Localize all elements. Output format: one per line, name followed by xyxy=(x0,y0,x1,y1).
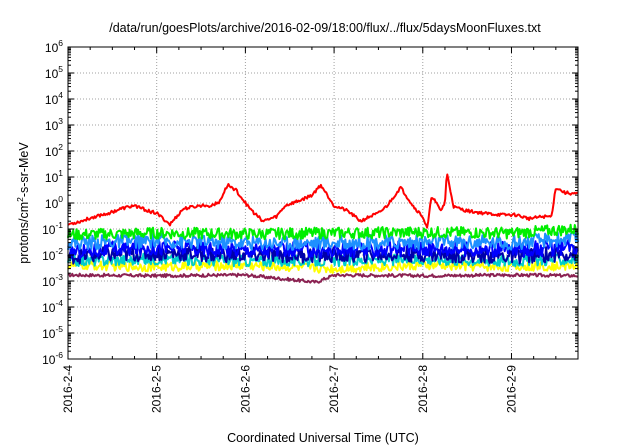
y-tick-label: 106 xyxy=(45,38,63,55)
y-tick-label: 10-6 xyxy=(42,350,63,367)
y-tick-label: 10-5 xyxy=(42,324,63,341)
y-tick-label: 10-2 xyxy=(42,246,63,263)
x-tick-label: 2016-2-9 xyxy=(504,365,518,413)
x-axis-label: Coordinated Universal Time (UTC) xyxy=(227,431,419,445)
y-tick-label: 101 xyxy=(45,168,63,185)
grid xyxy=(68,47,578,359)
y-tick-label: 105 xyxy=(45,64,63,81)
y-tick-label: 10-3 xyxy=(42,272,63,289)
y-axis-label: protons/cm2-s-sr-MeV xyxy=(15,142,31,264)
y-tick-label: 104 xyxy=(45,90,63,107)
x-tick-label: 2016-2-8 xyxy=(416,365,430,413)
x-tick-label: 2016-2-4 xyxy=(61,365,75,413)
series-line-purple xyxy=(67,272,579,284)
x-tick-label: 2016-2-5 xyxy=(150,365,164,413)
axes: 106 105 104 103 102 101 100 10-1 10-2 10-3 10-4 10-… xyxy=(42,38,578,413)
y-tick-label: 10-4 xyxy=(42,298,63,315)
series-layer xyxy=(67,173,579,284)
y-tick-label: 100 xyxy=(45,194,63,211)
series-line-red xyxy=(67,173,579,229)
series-line-green xyxy=(67,223,579,241)
x-tick-label: 2016-2-6 xyxy=(238,365,252,413)
y-tick-label: 103 xyxy=(45,116,63,133)
x-tick-label: 2016-2-7 xyxy=(327,365,341,413)
chart-title: /data/run/goesPlots/archive/2016-02-09/1… xyxy=(109,21,541,35)
y-tick-label: 10-1 xyxy=(42,220,63,237)
y-tick-label: 102 xyxy=(45,142,63,159)
